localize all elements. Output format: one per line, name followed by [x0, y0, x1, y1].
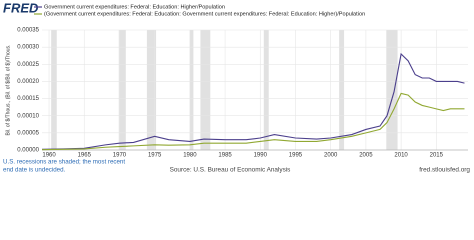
- x-tick-label: 1980: [183, 153, 197, 159]
- recession-band: [263, 30, 269, 150]
- note: end date is undecided.: [3, 167, 66, 174]
- series-line: [41, 52, 465, 150]
- x-tick-label: 2000: [324, 153, 338, 159]
- y-tick-label: 0.00000: [17, 148, 39, 154]
- y-tick-label: 0.00030: [17, 45, 39, 51]
- y-tick-label: 0.00035: [17, 28, 39, 34]
- y-tick-label: 0.00015: [17, 96, 39, 102]
- logo: FRED: [3, 0, 39, 15]
- chart: FRED Bil. of $/Thous., (Bil. of $/Bil. o…: [3, 0, 471, 174]
- recession-band: [146, 30, 157, 150]
- x-tick-label: 1995: [289, 153, 303, 159]
- y-tick-label: 0.00025: [17, 62, 39, 68]
- recession-band: [200, 30, 211, 150]
- recession-band: [51, 30, 57, 150]
- legend-label: (Government current expenditures: Federa…: [44, 11, 365, 17]
- y-tick-label: 0.00020: [17, 79, 39, 85]
- x-tick-label: 2005: [359, 153, 373, 159]
- recession-band: [189, 30, 194, 150]
- recession-band: [118, 30, 126, 150]
- recession-band: [339, 30, 345, 150]
- y-axis-label: Bil. of $/Thous., (Bil. of $/Bil. of $)/…: [5, 45, 11, 136]
- x-tick-label: 1960: [42, 153, 56, 159]
- series-line: [41, 92, 465, 151]
- note: U.S. recessions are shaded; the most rec…: [3, 159, 125, 166]
- site: fred.stlouisfed.org: [419, 167, 470, 174]
- x-tick-label: 2015: [430, 153, 444, 159]
- y-tick-label: 0.00005: [17, 130, 39, 136]
- y-tick-label: 0.00010: [17, 113, 39, 119]
- x-tick-label: 2010: [394, 153, 408, 159]
- x-tick-label: 1985: [218, 153, 232, 159]
- x-tick-label: 1990: [254, 153, 268, 159]
- x-tick-label: 1975: [148, 153, 162, 159]
- x-tick-label: 1965: [78, 153, 92, 159]
- source: Source: U.S. Bureau of Economic Analysis: [170, 167, 291, 174]
- x-tick-label: 1970: [113, 153, 127, 159]
- recession-band: [386, 30, 398, 150]
- legend-label: Government current expenditures: Federal…: [44, 4, 225, 10]
